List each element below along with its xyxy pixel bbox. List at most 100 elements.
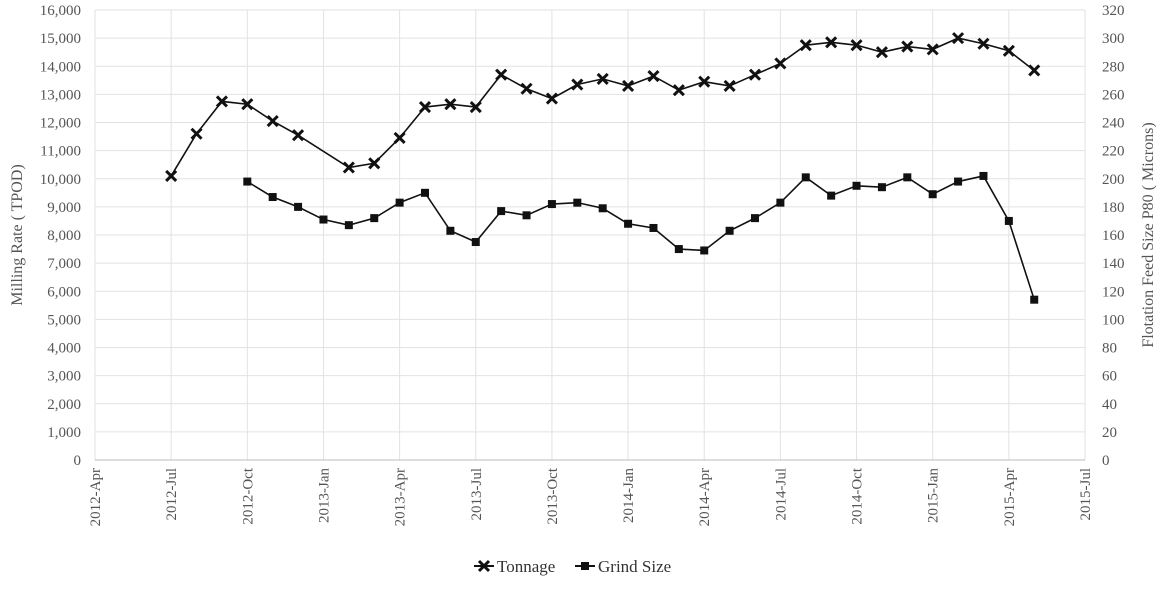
y-axis-label: Milling Rate ( TPOD) (9, 164, 26, 305)
y-tick-label: 2,000 (47, 397, 81, 413)
legend-item-tonnage: Tonnage (474, 557, 555, 576)
legend-label-tonnage: Tonnage (497, 557, 555, 576)
y2-tick-label: 40 (1102, 397, 1117, 413)
data-point-tonnage (241, 98, 254, 111)
legend: Tonnage Grind Size (474, 557, 671, 576)
y-tick-label: 4,000 (47, 341, 81, 357)
data-point-grind-size (852, 181, 861, 190)
legend-item-grind-size: Grind Size (575, 557, 671, 576)
left-axis-ticks: 0 1,000 2,000 3,000 4,000 5,000 6,000 7,000 8,00… (40, 3, 81, 469)
y2-tick-label: 300 (1102, 31, 1125, 47)
data-point-tonnage (774, 57, 787, 70)
data-point-grind-size (446, 226, 455, 235)
y2-tick-label: 120 (1102, 284, 1125, 300)
data-point-tonnage (723, 79, 736, 92)
data-point-grind-size (319, 215, 328, 224)
data-point-tonnage (748, 68, 762, 81)
y-tick-label: 3,000 (47, 369, 81, 385)
y-tick-label: 9,000 (47, 200, 81, 216)
x-tick-label: 2012-Apr (88, 468, 104, 526)
data-point-tonnage (292, 129, 305, 142)
y-tick-label: 11,000 (40, 144, 81, 160)
data-point-tonnage (571, 78, 584, 91)
y2-tick-label: 100 (1102, 312, 1125, 328)
x-tick-label: 2013-Jul (469, 468, 485, 521)
x-tick-label: 2014-Jul (773, 468, 789, 521)
data-point-tonnage (342, 161, 355, 174)
data-point-grind-size (395, 198, 404, 207)
data-point-grind-size (547, 200, 556, 209)
data-point-grind-size (725, 226, 734, 235)
data-point-tonnage (698, 75, 711, 88)
y-tick-label: 1,000 (47, 425, 81, 441)
data-point-grind-size (649, 223, 658, 232)
y2-tick-label: 260 (1102, 87, 1125, 103)
y-tick-label: 12,000 (40, 116, 81, 132)
data-point-tonnage (977, 37, 990, 50)
x-tick-label: 2015-Jul (1078, 468, 1094, 521)
data-point-grind-size (954, 177, 963, 186)
y2-tick-label: 220 (1102, 144, 1125, 160)
x-tick-label: 2013-Jan (316, 468, 332, 523)
data-point-grind-size (877, 183, 886, 192)
x-tick-label: 2015-Jan (926, 468, 942, 523)
data-point-tonnage (545, 92, 558, 105)
data-point-tonnage (418, 100, 432, 114)
x-tick-label: 2012-Jul (164, 468, 180, 521)
y-tick-label: 5,000 (47, 312, 81, 328)
y2-tick-label: 180 (1102, 200, 1125, 216)
y2-axis-label: Flotation Feed Size P80 ( Microns) (1140, 122, 1157, 347)
data-point-grind-size (776, 198, 785, 207)
data-point-tonnage (672, 84, 685, 97)
data-point-grind-size (497, 207, 506, 216)
data-point-grind-size (294, 202, 303, 211)
data-point-grind-size (370, 214, 379, 223)
y2-tick-label: 60 (1102, 369, 1117, 385)
data-point-grind-size (674, 245, 683, 254)
legend-label-grind-size: Grind Size (598, 557, 671, 576)
data-point-tonnage (393, 131, 406, 145)
data-point-grind-size (268, 193, 277, 202)
data-point-grind-size (522, 211, 531, 220)
y-tick-label: 16,000 (40, 3, 81, 19)
y-tick-label: 8,000 (47, 228, 81, 244)
y2-tick-label: 280 (1102, 59, 1125, 75)
data-point-grind-size (979, 171, 988, 180)
x-tick-label: 2013-Apr (393, 468, 409, 526)
x-tick-label: 2014-Oct (850, 467, 866, 524)
y2-tick-label: 0 (1102, 453, 1110, 469)
data-point-grind-size (624, 219, 633, 228)
data-point-tonnage (469, 100, 482, 114)
data-point-grind-size (700, 246, 709, 255)
data-point-tonnage (799, 39, 812, 52)
grid-lines (94, 9, 1086, 461)
data-point-grind-size (1030, 295, 1039, 304)
data-point-tonnage (926, 43, 939, 56)
data-point-tonnage (266, 115, 279, 128)
data-point-grind-size (903, 173, 912, 182)
legend-x-marker-icon (477, 559, 491, 573)
x-tick-label: 2014-Jan (621, 468, 637, 523)
x-tick-label: 2013-Oct (545, 467, 561, 524)
data-point-tonnage (901, 40, 914, 53)
data-point-grind-size (751, 214, 759, 223)
series-layer (165, 32, 1041, 304)
y2-tick-label: 140 (1102, 256, 1125, 272)
data-point-grind-size (471, 238, 480, 247)
data-point-tonnage (647, 70, 660, 83)
y2-tick-label: 240 (1102, 116, 1125, 132)
data-point-grind-size (573, 198, 582, 207)
y-tick-label: 14,000 (40, 59, 81, 75)
data-point-grind-size (928, 190, 937, 199)
x-tick-label: 2015-Apr (1002, 468, 1018, 526)
y-tick-label: 7,000 (47, 256, 81, 272)
data-point-tonnage (952, 32, 965, 45)
series-grind-size (243, 171, 1039, 304)
data-point-grind-size (243, 177, 252, 186)
right-axis-ticks: 0 20 40 60 80 100 120 140 160 180 200 220 240 260 280 3… (1102, 3, 1125, 469)
data-point-grind-size (801, 173, 810, 182)
y2-tick-label: 160 (1102, 228, 1125, 244)
data-point-tonnage (495, 68, 508, 81)
data-point-tonnage (368, 157, 381, 170)
